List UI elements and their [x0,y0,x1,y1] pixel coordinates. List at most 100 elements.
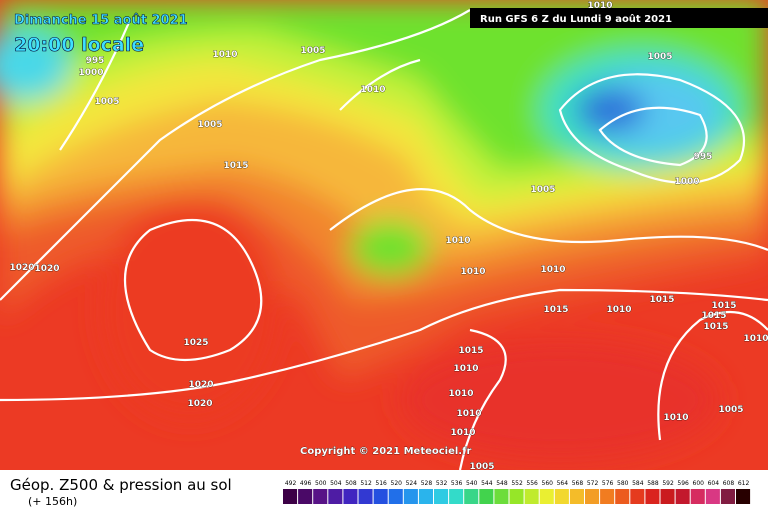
isobar-label: 1010 [448,389,473,399]
scale-swatch [358,489,373,504]
scale-swatch [479,489,494,504]
scale-swatch [524,489,539,504]
isobar-label: 1010 [453,364,478,374]
isobar-label: 1015 [649,295,674,305]
scale-swatch [569,489,584,504]
scale-label: 504 [330,480,342,487]
scale-label: 520 [391,480,403,487]
field [0,0,768,470]
isobar-label: 995 [694,152,713,162]
scale-label: 492 [285,480,297,487]
scale-swatch [494,489,509,504]
scale-label: 592 [662,480,674,487]
isobar-label: 1005 [300,46,325,56]
scale-swatch [585,489,600,504]
isobar-label: 1010 [450,428,475,438]
scale-swatch [660,489,675,504]
run-info: Run GFS 6 Z du Lundi 9 août 2021 [480,13,672,25]
isobar-label: 1015 [703,322,728,332]
scale-label: 532 [436,480,448,487]
scale-label: 556 [526,480,538,487]
isobar-label: 1005 [94,97,119,107]
isobar-label: 1010 [663,413,688,423]
scale-swatch [434,489,449,504]
scale-label: 516 [375,480,387,487]
valid-time: 20:00 locale [14,34,144,56]
scale-swatch [373,489,388,504]
footer-title: Géop. Z500 & pression au sol [10,476,232,494]
scale-label: 608 [723,480,735,487]
scale-swatch [283,489,298,504]
scale-swatch [645,489,660,504]
scale-label: 576 [602,480,614,487]
scale-label: 600 [693,480,705,487]
scale-swatch [403,489,418,504]
isobar-label: 995 [86,56,105,66]
isobar-label: 1015 [223,161,248,171]
scale-swatch [313,489,328,504]
scale-swatch [675,489,690,504]
isobar-label: 1005 [469,462,494,472]
isobar-label: 1000 [674,177,699,187]
isobar-label: 1010 [445,236,470,246]
scale-label: 508 [345,480,357,487]
scale-swatch [705,489,720,504]
scale-label: 572 [587,480,599,487]
isobar-label: 1005 [718,405,743,415]
scale-swatch [449,489,464,504]
scale-swatch [690,489,705,504]
isobar-label: 1005 [530,185,555,195]
isobar-label: 1015 [711,301,736,311]
isobar-label: 1015 [701,311,726,321]
isobar-label: 1015 [543,305,568,315]
scale-label: 536 [451,480,463,487]
run-banner [470,8,768,28]
scale-label: 580 [617,480,629,487]
scale-swatch [720,489,735,504]
isobar-label: 1010 [540,265,565,275]
scale-label: 568 [572,480,584,487]
scale-label: 496 [300,480,312,487]
isobar-label: 1020 [9,263,34,273]
scale-label: 528 [421,480,433,487]
scale-label: 548 [496,480,508,487]
scale-label: 564 [557,480,569,487]
isobar-label: 1020 [34,264,59,274]
scale-label: 544 [481,480,493,487]
valid-date: Dimanche 15 août 2021 [14,13,188,28]
scale-swatch [539,489,554,504]
scale-swatch [736,489,751,504]
scale-swatch [343,489,358,504]
scale-label: 540 [466,480,478,487]
isobar-label: 1020 [187,399,212,409]
isobar-label: 1020 [188,380,213,390]
isobar-label: 1005 [647,52,672,62]
isobar-label: 1010 [743,334,768,344]
isobars [0,9,768,470]
scale-label: 612 [738,480,750,487]
scale-swatch [615,489,630,504]
scale-label: 560 [542,480,554,487]
scale-swatch [464,489,479,504]
isobar-label: 1015 [458,346,483,356]
scale-label: 584 [632,480,644,487]
scale-swatch [630,489,645,504]
scale-swatch [509,489,524,504]
scale-swatch [298,489,313,504]
copyright: Copyright © 2021 Meteociel.fr [300,446,471,457]
isobar-label: 1000 [78,68,103,78]
isobar-labels: 1010 1005 1010 995 1000 1005 1010 1005 1005 1015 9… [9,1,768,473]
footer-lead: (+ 156h) [28,495,77,508]
scale-label: 500 [315,480,327,487]
color-scale: 492 496 500 504 508 512 516 520 524 528 532 536 540 5… [283,480,751,504]
scale-swatch [600,489,615,504]
isobar-label: 1010 [460,267,485,277]
isobar-label: 1010 [456,409,481,419]
scale-swatch [554,489,569,504]
scale-swatch [328,489,343,504]
isobar-label: 1010 [212,50,237,60]
scale-label: 552 [511,480,523,487]
scale-label: 596 [677,480,689,487]
scale-swatch [388,489,403,504]
